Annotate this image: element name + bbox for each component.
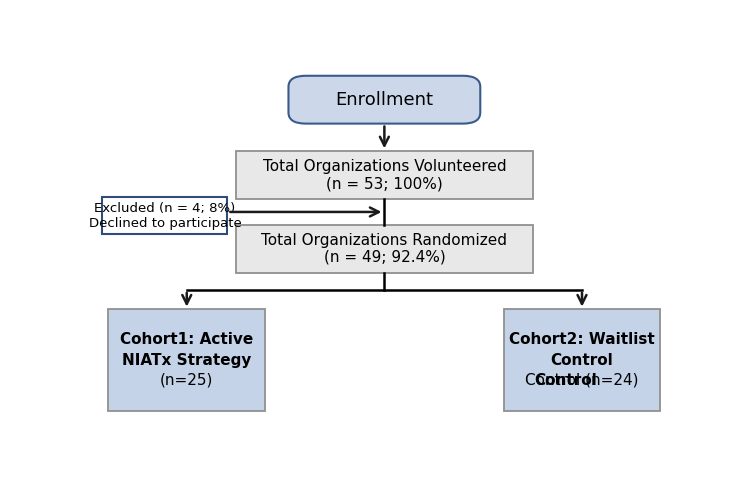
FancyBboxPatch shape (289, 76, 480, 124)
Text: Cohort2: Waitlist: Cohort2: Waitlist (509, 332, 655, 348)
Text: Control (n=24): Control (n=24) (525, 373, 639, 388)
FancyBboxPatch shape (108, 309, 266, 411)
Text: NIATx Strategy: NIATx Strategy (122, 353, 251, 368)
Text: (n=25): (n=25) (160, 373, 214, 388)
FancyBboxPatch shape (236, 151, 532, 199)
Text: Total Organizations Randomized
(n = 49; 92.4%): Total Organizations Randomized (n = 49; … (261, 233, 507, 265)
Text: Excluded (n = 4; 8%)
Declined to participate: Excluded (n = 4; 8%) Declined to partici… (88, 202, 242, 229)
Text: Control: Control (550, 353, 614, 368)
FancyBboxPatch shape (236, 225, 532, 272)
FancyBboxPatch shape (503, 309, 661, 411)
Text: Cohort1: Active: Cohort1: Active (120, 332, 254, 348)
FancyBboxPatch shape (103, 197, 227, 234)
Text: Control: Control (534, 373, 597, 388)
Text: Enrollment: Enrollment (335, 91, 433, 109)
Text: Total Organizations Volunteered
(n = 53; 100%): Total Organizations Volunteered (n = 53;… (262, 159, 506, 191)
